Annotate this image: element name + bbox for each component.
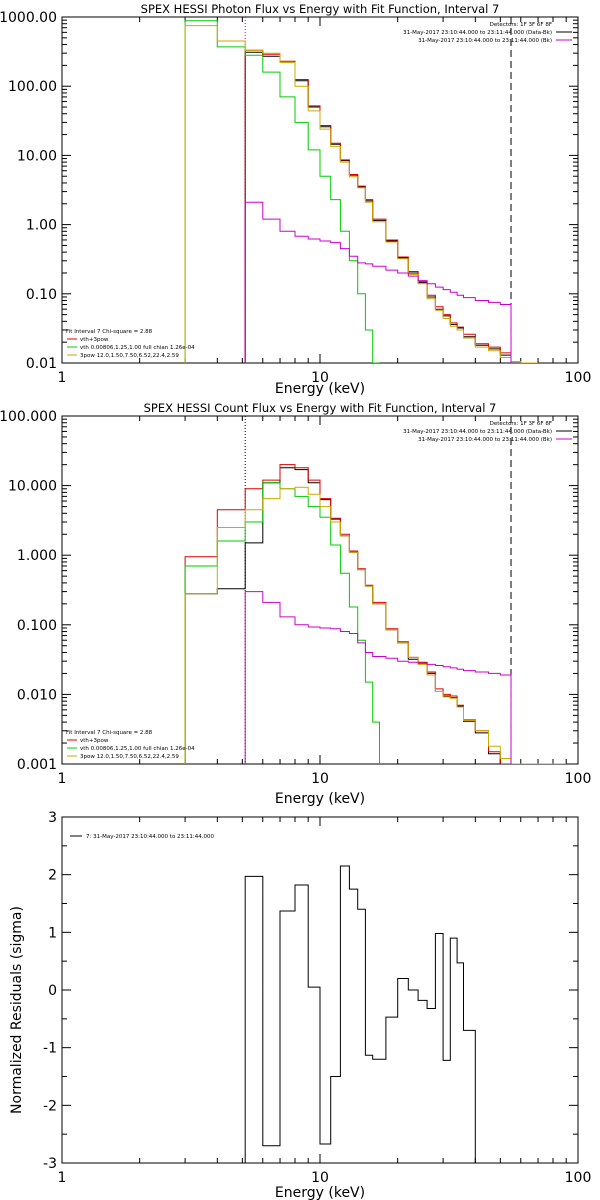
count-flux-y-tick-label: 0.010	[17, 687, 57, 703]
photon-flux-series-bk	[244, 201, 512, 363]
count-flux-series-data-bk	[184, 467, 511, 764]
photon-flux-legend-text: 31-May-2017 23:10:44.000 to 23:11:44.000…	[418, 38, 552, 44]
count-flux-fit-legend-text: vth 0.00806,1.25,1.00 full chian 1.26e-0…	[80, 746, 195, 752]
photon-flux-panel: SPEX HESSI Photon Flux vs Energy with Fi…	[0, 2, 591, 397]
photon-flux-plot: 1 10 100 1000.00 100.00 10.00 1.00 0.10 0.01 Dete…	[0, 10, 591, 386]
count-flux-series-vth-3pow	[184, 464, 511, 764]
residuals-y-tick-label: 1	[48, 925, 57, 941]
count-flux-series-3pow	[184, 486, 567, 764]
photon-flux-y-tick-label: 100.00	[8, 79, 57, 95]
photon-flux-x-tick-label: 100	[565, 370, 592, 386]
count-flux-y-tick-label: 10.000	[8, 479, 57, 495]
count-flux-x-tick-label: 100	[565, 771, 592, 787]
count-flux-legend-text: Detectors: 1F 3F 6F 8F	[490, 421, 552, 427]
count-flux-legend-text: 31-May-2017 23:10:44.000 to 23:11:44.000…	[418, 437, 552, 443]
photon-flux-y-tick-label: 0.10	[26, 287, 57, 303]
count-flux-series-vth	[184, 482, 380, 764]
photon-flux-series-3pow	[184, 25, 538, 363]
residuals-series-7-31-may-2017-23-10-44-000-to-23-11-44-000	[244, 865, 511, 1163]
photon-flux-axes-frame	[61, 16, 579, 364]
residuals-x-label: Energy (keV)	[275, 1185, 365, 1200]
photon-flux-legend-text: 31-May-2017 23:10:44.000 to 23:11:44.000…	[403, 30, 552, 36]
residuals-x-tick-label: 1	[58, 1170, 67, 1186]
photon-flux-fit-legend-text: vth+3pow	[80, 337, 109, 343]
photon-flux-x-tick-label: 10	[311, 370, 329, 386]
photon-flux-fit-legend-text: 3pow 12.0,1.50,7.50,6.52,22.4,2.59	[80, 353, 179, 359]
residuals-y-tick-label: 2	[48, 868, 57, 884]
photon-flux-fit-legend-text: vth 0.00806,1.25,1.00 full chian 1.26e-0…	[80, 345, 195, 351]
residuals-y-label: Normalized Residuals (sigma)	[9, 906, 25, 1114]
count-flux-y-tick-label: 0.100	[17, 618, 57, 634]
count-flux-axes-frame	[61, 415, 579, 765]
residuals-y-tick-label: -1	[43, 1041, 57, 1057]
count-flux-x-label: Energy (keV)	[275, 791, 365, 807]
photon-flux-y-tick-label: 10.00	[17, 148, 57, 164]
count-flux-fit-legend-text: vth+3pow	[80, 738, 109, 744]
count-flux-y-tick-label: 1.000	[17, 548, 57, 564]
photon-flux-y-tick-label: 1.00	[26, 218, 57, 234]
count-flux-x-tick-label: 10	[311, 771, 329, 787]
count-flux-fit-legend-text: Fit Interval 7 Chi-square = 2.88	[66, 730, 153, 736]
count-flux-plot: 1 10 100 100.000 10.000 1.000 0.100 0.010 0.001 D…	[0, 409, 591, 787]
count-flux-title: SPEX HESSI Count Flux vs Energy with Fit…	[144, 401, 497, 415]
count-flux-y-tick-label: 100.000	[0, 409, 57, 425]
photon-flux-fit-legend-text: Fit Interval 7 Chi-square = 2.88	[66, 329, 153, 335]
photon-flux-x-label: Energy (keV)	[275, 381, 365, 397]
residuals-y-tick-label: -3	[43, 1156, 57, 1172]
count-flux-legend-text: 31-May-2017 23:10:44.000 to 23:11:44.000…	[403, 429, 552, 435]
residuals-y-tick-label: 0	[48, 983, 57, 999]
residuals-legend-text: 7: 31-May-2017 23:10:44.000 to 23:11:44.…	[86, 834, 215, 840]
photon-flux-series-data-bk	[244, 51, 512, 363]
count-flux-x-tick-label: 1	[58, 771, 67, 787]
count-flux-panel: SPEX HESSI Count Flux vs Energy with Fit…	[0, 401, 591, 807]
residuals-y-tick-label: -2	[43, 1098, 57, 1114]
photon-flux-title: SPEX HESSI Photon Flux vs Energy with Fi…	[141, 2, 500, 16]
photon-flux-x-tick-label: 1	[58, 370, 67, 386]
count-flux-fit-legend-text: 3pow 12.0,1.50,7.50,6.52,22.4,2.59	[80, 754, 179, 760]
residuals-y-tick-label: 3	[48, 810, 57, 826]
residuals-x-tick-label: 100	[565, 1170, 592, 1186]
count-flux-y-tick-label: 0.001	[17, 757, 57, 773]
photon-flux-legend-text: Detectors: 1F 3F 6F 8F	[490, 22, 552, 28]
photon-flux-y-tick-label: 0.01	[26, 356, 57, 372]
residuals-x-tick-label: 10	[311, 1170, 329, 1186]
photon-flux-y-tick-label: 1000.00	[0, 10, 57, 26]
count-flux-series-bk	[244, 591, 512, 764]
photon-flux-series-vth	[184, 20, 380, 363]
